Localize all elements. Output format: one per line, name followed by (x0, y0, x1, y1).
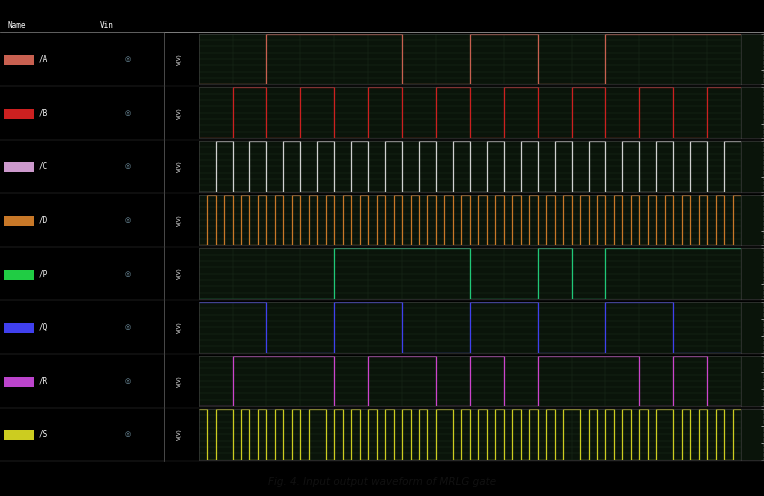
Text: V(V): V(V) (177, 160, 183, 172)
Text: /S: /S (38, 430, 47, 439)
Text: ◎: ◎ (125, 432, 131, 437)
Text: V(V): V(V) (177, 53, 183, 65)
Text: V(V): V(V) (177, 429, 183, 440)
Text: ◎: ◎ (125, 217, 131, 223)
Text: ◎: ◎ (125, 110, 131, 116)
Text: /D: /D (38, 215, 47, 225)
Text: ◎: ◎ (125, 378, 131, 384)
Text: /R: /R (38, 376, 47, 385)
Text: V(V): V(V) (177, 107, 183, 119)
Text: ◎: ◎ (125, 324, 131, 330)
Text: /C: /C (38, 162, 47, 171)
Text: /A: /A (38, 55, 47, 63)
Text: ◎: ◎ (125, 163, 131, 169)
Text: Vin: Vin (100, 21, 114, 30)
Text: Fig. 4. Input output waveform of MRLG gate: Fig. 4. Input output waveform of MRLG ga… (268, 477, 496, 487)
Text: V(V): V(V) (177, 214, 183, 226)
Text: V(V): V(V) (177, 268, 183, 279)
Text: ◎: ◎ (125, 271, 131, 277)
Text: ◎: ◎ (125, 56, 131, 62)
Text: Name: Name (8, 21, 26, 30)
Text: /P: /P (38, 269, 47, 278)
Text: V(V): V(V) (177, 321, 183, 333)
Text: /B: /B (38, 108, 47, 117)
Text: /Q: /Q (38, 323, 47, 332)
Text: V(V): V(V) (177, 375, 183, 387)
